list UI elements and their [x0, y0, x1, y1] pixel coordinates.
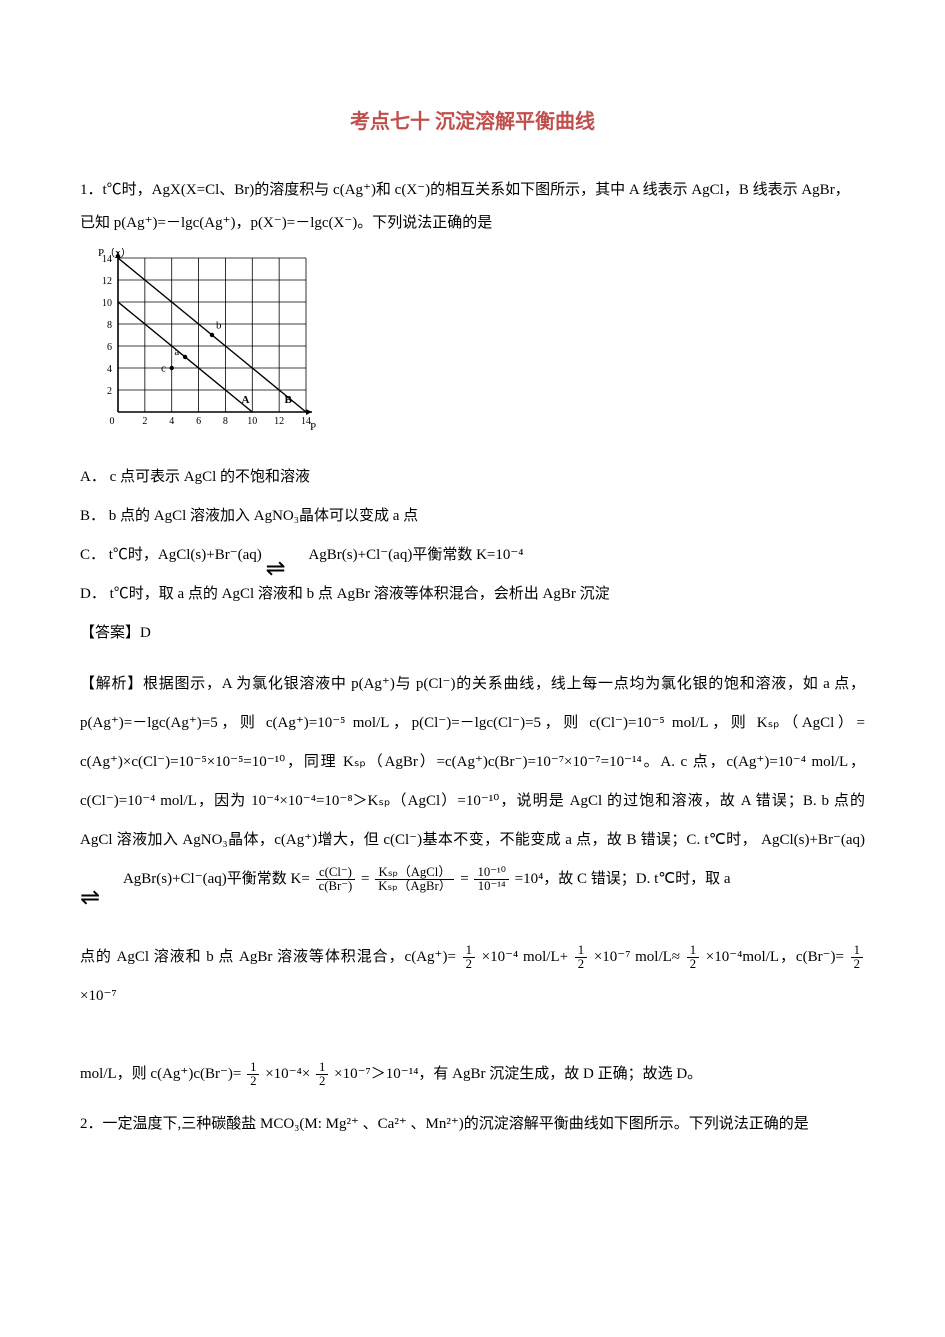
q1-option-a: A． c 点可表示 AgCl 的不饱和溶液	[80, 461, 865, 494]
svg-text:B: B	[285, 394, 293, 406]
explain-p2-m1: ×10⁻⁴ mol/L+	[482, 949, 568, 965]
fraction-1: c(Cl⁻)c(Br⁻)	[316, 866, 356, 893]
q1-option-d: D． t℃时，取 a 点的 AgCl 溶液和 b 点 AgBr 溶液等体积混合，…	[80, 578, 865, 611]
svg-text:4: 4	[169, 416, 174, 427]
q1-stem-line1: 1．t℃时，AgX(X=Cl、Br)的溶度积与 c(Ag⁺)和 c(X⁻)的相互…	[80, 174, 865, 207]
explain-p2-pre: 点的 AgCl 溶液和 b 点 AgBr 溶液等体积混合，c(Ag⁺)=	[80, 949, 456, 965]
q1-chart: 246810121402468101214P（Ag⁺）P（x）ABabc	[80, 248, 865, 451]
fraction-half-3: 12	[687, 944, 699, 971]
q1-answer: 【答案】D	[80, 617, 865, 650]
q1-option-b: B． b 点的 AgCl 溶液加入 AgNO₃晶体可以变成 a 点	[80, 500, 865, 533]
q1-explanation: 【解析】根据图示，A 为氯化银溶液中 p(Ag⁺)与 p(Cl⁻)的关系曲线，线…	[80, 665, 865, 1094]
explain-p2-m2: ×10⁻⁷ mol/L≈	[594, 949, 680, 965]
explain-p2-m3: ×10⁻⁴mol/L，c(Br⁻)=	[706, 949, 844, 965]
svg-text:12: 12	[102, 276, 112, 287]
fraction-half-4: 12	[851, 944, 863, 971]
q1-option-c-post: AgBr(s)+Cl⁻(aq)平衡常数 K=10⁻⁴	[308, 547, 523, 563]
equilibrium-arrow-icon	[80, 873, 120, 887]
fraction-half-6: 12	[316, 1061, 328, 1088]
svg-text:6: 6	[107, 342, 112, 353]
explain-eq-end: =10⁴，故 C 错误；D. t℃时，取 a	[515, 871, 731, 887]
svg-text:6: 6	[196, 416, 201, 427]
svg-text:2: 2	[142, 416, 147, 427]
solubility-chart-svg: 246810121402468101214P（Ag⁺）P（x）ABabc	[80, 248, 320, 438]
q1-option-c: C． t℃时，AgCl(s)+Br⁻(aq) AgBr(s)+Cl⁻(aq)平衡…	[80, 539, 865, 572]
fraction-half-1: 12	[463, 944, 475, 971]
svg-text:8: 8	[223, 416, 228, 427]
explain-eq-right: AgBr(s)+Cl⁻(aq)平衡常数 K=	[123, 871, 310, 887]
svg-text:b: b	[216, 319, 222, 331]
explain-p2-m4: ×10⁻⁷	[80, 988, 117, 1004]
q2-stem: 2．一定温度下,三种碳酸盐 MCO₃(M: Mg²⁺ 、Ca²⁺ 、Mn²⁺)的…	[80, 1108, 865, 1141]
svg-text:10: 10	[247, 416, 257, 427]
svg-text:4: 4	[107, 364, 112, 375]
svg-text:12: 12	[274, 416, 284, 427]
svg-text:c: c	[161, 362, 166, 374]
fraction-half-2: 12	[575, 944, 587, 971]
svg-text:0: 0	[110, 416, 115, 427]
explain-p3-m2: ×10⁻⁷＞10⁻¹⁴，有 AgBr 沉淀生成，故 D 正确；故选 D。	[334, 1066, 702, 1082]
explain-p3-m1: ×10⁻⁴×	[265, 1066, 310, 1082]
explain-p1: 【解析】根据图示，A 为氯化银溶液中 p(Ag⁺)与 p(Cl⁻)的关系曲线，线…	[80, 676, 865, 848]
explain-eq-left: AgCl(s)+Br⁻(aq)	[761, 832, 865, 848]
svg-text:2: 2	[107, 386, 112, 397]
equilibrium-arrow-icon	[266, 549, 306, 563]
svg-text:10: 10	[102, 298, 112, 309]
svg-text:P（x）: P（x）	[98, 248, 132, 259]
q1-stem-line2: 已知 p(Ag⁺)=－lgc(Ag⁺)，p(X⁻)=－lgc(X⁻)。下列说法正…	[80, 207, 865, 240]
svg-text:a: a	[174, 346, 179, 358]
svg-text:A: A	[242, 394, 250, 406]
fraction-2: Kₛₚ（AgCl）Kₛₚ（AgBr）	[375, 866, 454, 893]
page-title: 考点七十 沉淀溶解平衡曲线	[80, 100, 865, 144]
q1-option-c-pre: C． t℃时，AgCl(s)+Br⁻(aq)	[80, 547, 262, 563]
svg-text:P（Ag⁺）: P（Ag⁺）	[310, 420, 320, 433]
fraction-half-5: 12	[247, 1061, 259, 1088]
explain-p3-pre: mol/L，则 c(Ag⁺)c(Br⁻)=	[80, 1066, 241, 1082]
fraction-3: 10⁻¹⁰10⁻¹⁴	[474, 866, 508, 893]
svg-text:8: 8	[107, 320, 112, 331]
